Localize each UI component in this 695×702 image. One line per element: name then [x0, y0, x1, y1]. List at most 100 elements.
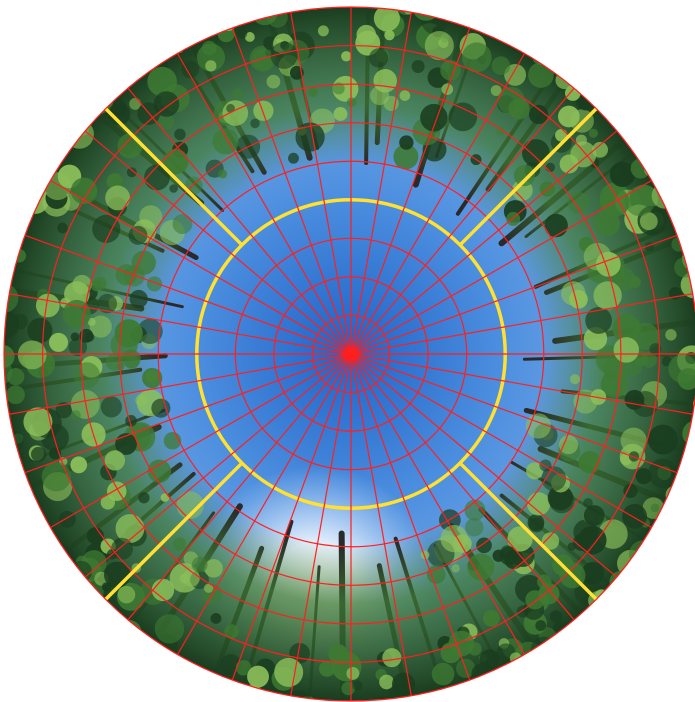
foliage-cluster	[57, 222, 68, 234]
foliage-cluster	[541, 466, 567, 492]
foliage-cluster	[248, 693, 257, 701]
foliage-cluster	[4, 295, 8, 310]
foliage-cluster	[507, 526, 533, 552]
azimuth-spoke	[350, 353, 575, 621]
foliage-cluster	[138, 492, 150, 504]
foliage-cluster	[558, 435, 579, 455]
foliage-cluster	[73, 362, 100, 389]
foliage-cluster	[612, 267, 636, 292]
foliage-cluster	[70, 177, 98, 205]
foliage-cluster	[465, 518, 484, 537]
foliage-cluster	[448, 630, 475, 657]
foliage-cluster	[295, 122, 325, 152]
foliage-cluster	[147, 66, 177, 97]
foliage-cluster	[232, 88, 244, 100]
foliage-cluster	[203, 583, 214, 593]
foliage-cluster	[583, 505, 605, 526]
foliage-cluster	[623, 483, 638, 499]
foliage-cluster	[17, 340, 47, 370]
foliage-cluster	[131, 250, 156, 275]
azimuth-spoke	[9, 293, 352, 355]
foliage-cluster	[169, 184, 178, 193]
foliage-cluster	[147, 459, 172, 483]
sector-divider-line	[458, 107, 598, 247]
foliage-cluster	[577, 525, 607, 555]
foliage-cluster	[160, 493, 170, 502]
foliage-cluster	[379, 674, 394, 690]
foliage-cluster	[7, 368, 25, 386]
foliage-cluster	[55, 402, 72, 419]
foliage-cluster	[114, 319, 143, 348]
azimuth-spoke	[9, 353, 352, 415]
foliage-cluster	[142, 367, 163, 389]
foliage-cluster	[210, 613, 222, 624]
foliage-cluster	[105, 185, 131, 211]
foliage-cluster	[490, 85, 502, 97]
azimuth-spoke	[127, 87, 352, 355]
foliage-cluster	[411, 59, 425, 74]
azimuth-spoke	[350, 27, 471, 355]
foliage-cluster	[4, 283, 8, 302]
outer-boundary	[3, 6, 695, 702]
foliage-cluster	[317, 25, 329, 37]
foliage-cluster	[541, 532, 560, 550]
foliage-cluster	[581, 561, 605, 585]
azimuth-spoke	[350, 353, 693, 415]
foliage-cluster	[333, 107, 348, 121]
foliage-cluster	[521, 139, 550, 167]
foliage-cluster	[23, 407, 53, 437]
sector-divider-line	[458, 461, 598, 601]
foliage-cluster	[630, 158, 651, 179]
foliage-cluster	[420, 103, 448, 132]
azimuth-spoke	[350, 353, 678, 474]
foliage-cluster	[528, 62, 554, 88]
foliage-cluster	[612, 314, 641, 343]
azimuth-spoke	[350, 53, 526, 355]
foliage-cluster	[373, 7, 401, 32]
foliage-cluster	[107, 481, 127, 501]
foliage-cluster	[373, 69, 397, 93]
foliage-cluster	[181, 60, 200, 79]
zenith-center-dot	[345, 348, 357, 360]
foliage-cluster	[467, 553, 495, 581]
foliage-cluster	[424, 31, 454, 61]
foliage-cluster	[91, 280, 103, 292]
foliage-cluster	[288, 152, 299, 164]
foliage-cluster	[648, 458, 678, 488]
foliage-cluster	[212, 128, 239, 155]
foliage-cluster	[529, 104, 549, 125]
foliage-cluster	[650, 503, 660, 513]
foliage-cluster	[252, 48, 274, 70]
foliage-cluster	[538, 583, 560, 605]
foliage-cluster	[341, 681, 356, 696]
azimuth-spoke	[231, 353, 352, 681]
foliage-cluster	[507, 28, 533, 54]
azimuth-spoke	[231, 27, 352, 355]
foliage-cluster	[139, 205, 163, 229]
azimuth-spoke	[350, 130, 618, 355]
foliage-cluster	[529, 517, 544, 533]
foliage-cluster	[665, 329, 677, 341]
foliage-cluster	[137, 318, 163, 345]
foliage-cluster	[48, 332, 69, 352]
foliage-cluster	[674, 257, 695, 278]
foliage-cluster	[117, 585, 136, 604]
foliage-cluster	[482, 609, 500, 627]
foliage-cluster	[508, 98, 530, 120]
foliage-cluster	[500, 545, 515, 560]
foliage-cluster	[491, 56, 511, 76]
foliage-cluster	[346, 667, 360, 680]
azimuth-spoke	[24, 234, 352, 355]
foliage-cluster	[151, 398, 171, 418]
sector-divider-line	[104, 107, 244, 247]
foliage-cluster	[63, 568, 77, 582]
foliage-cluster	[571, 79, 585, 93]
foliage-cluster	[431, 662, 455, 686]
foliage-cluster	[593, 281, 622, 310]
foliage-cluster	[117, 133, 143, 159]
foliage-cluster	[567, 191, 590, 214]
azimuth-spoke	[350, 353, 652, 529]
